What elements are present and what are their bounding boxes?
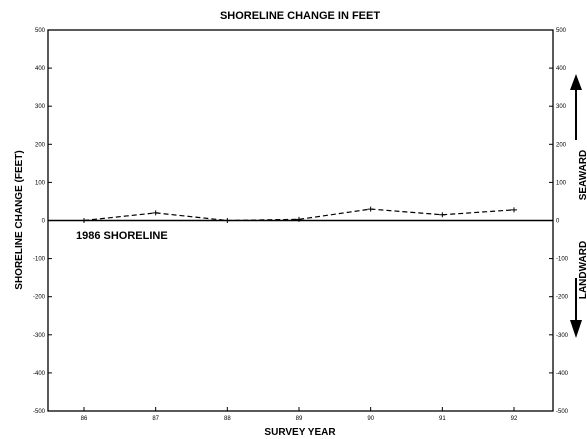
y-tick-label-right: 300 bbox=[556, 104, 567, 110]
y-tick-label-left: -100 bbox=[33, 257, 46, 263]
y-tick-label-left: -300 bbox=[33, 333, 46, 339]
y-tick-label-right: -500 bbox=[556, 409, 569, 415]
x-tick-label: 87 bbox=[152, 416, 159, 422]
chart-title: SHORELINE CHANGE IN FEET bbox=[220, 10, 380, 22]
baseline-annotation: 1986 SHORELINE bbox=[76, 230, 168, 242]
x-tick-label: 86 bbox=[81, 416, 88, 422]
y-tick-label-left: 400 bbox=[35, 66, 46, 72]
data-point-marker bbox=[367, 206, 374, 212]
data-point-marker bbox=[224, 218, 231, 223]
y-tick-label-left: 300 bbox=[35, 104, 46, 110]
y-tick-label-right: -300 bbox=[556, 333, 569, 339]
data-point-marker bbox=[439, 212, 446, 218]
seaward-arrow-icon bbox=[570, 74, 582, 140]
x-tick-label: 88 bbox=[224, 416, 231, 422]
y-tick-label-left: 100 bbox=[35, 180, 46, 186]
y-tick-label-right: -400 bbox=[556, 371, 569, 377]
series-layer bbox=[81, 206, 517, 223]
data-point-marker bbox=[81, 218, 87, 223]
landward-arrow-icon bbox=[570, 278, 582, 338]
y-tick-label-left: -400 bbox=[33, 371, 46, 377]
landward-label: LANDWARD bbox=[578, 241, 587, 299]
y-tick-label-right: 100 bbox=[556, 180, 567, 186]
y-tick-label-right: -100 bbox=[556, 257, 569, 263]
x-tick-label: 89 bbox=[296, 416, 303, 422]
y-tick-label-right: 0 bbox=[556, 219, 560, 225]
data-point-marker bbox=[511, 207, 517, 213]
x-axis-ticks: 86 87 88 89 90 91 92 bbox=[81, 407, 518, 422]
x-axis-label: SURVEY YEAR bbox=[264, 427, 336, 438]
x-tick-label: 91 bbox=[439, 416, 446, 422]
data-point-marker bbox=[152, 210, 159, 216]
y-tick-label-right: 500 bbox=[556, 28, 567, 34]
y-axis-label: SHORELINE CHANGE (FEET) bbox=[14, 150, 25, 289]
left-axis-ticks: 500 400 300 200 100 0 -100 -200 -300 -400 -500 bbox=[33, 28, 52, 415]
y-tick-label-left: 500 bbox=[35, 28, 46, 34]
y-tick-label-right: -200 bbox=[556, 295, 569, 301]
y-tick-label-right: 400 bbox=[556, 66, 567, 72]
x-tick-label: 92 bbox=[511, 416, 518, 422]
y-tick-label-left: 200 bbox=[35, 142, 46, 148]
y-tick-label-left: -500 bbox=[33, 409, 46, 415]
x-tick-label: 90 bbox=[367, 416, 374, 422]
y-tick-label-left: -200 bbox=[33, 295, 46, 301]
y-tick-label-left: 0 bbox=[42, 219, 46, 225]
seaward-label: SEAWARD bbox=[578, 150, 587, 201]
data-point-marker bbox=[296, 216, 302, 222]
y-tick-label-right: 200 bbox=[556, 142, 567, 148]
right-axis-ticks: 500 400 300 200 100 0 -100 -200 -300 -400 -500 bbox=[549, 28, 569, 415]
